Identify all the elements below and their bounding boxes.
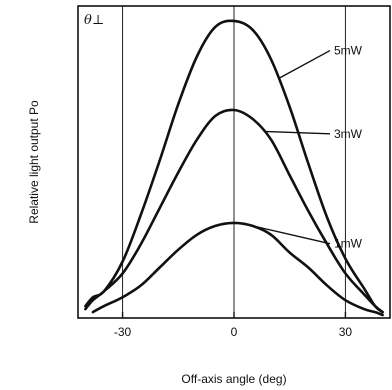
series-labels: 5mW 3mW 1mW [334,44,363,251]
x-tick-label: 0 [231,325,238,339]
leader-line-1mW [252,225,331,245]
series-label-3mW: 3mW [334,127,363,141]
series-label-5mW: 5mW [334,44,363,58]
series-label-1mW: 1mW [334,237,363,251]
leader-line-3mW [263,130,331,135]
y-axis-label: Relative light output Po [27,100,41,224]
x-tick-label: -30 [114,325,132,339]
x-axis-ticks: -30 0 30 [114,312,353,339]
series-leader-lines [252,49,331,245]
corner-label: θ⊥ [84,13,104,28]
x-axis-label: Off-axis angle (deg) [181,372,286,386]
series-line-3mW [84,108,384,314]
leader-line-5mW [278,49,331,80]
series-line-1mW [91,221,384,317]
x-tick-label: 30 [339,325,353,339]
series-line-5mW [84,19,384,314]
series-lines [84,19,384,317]
grid-lines [122,6,346,318]
